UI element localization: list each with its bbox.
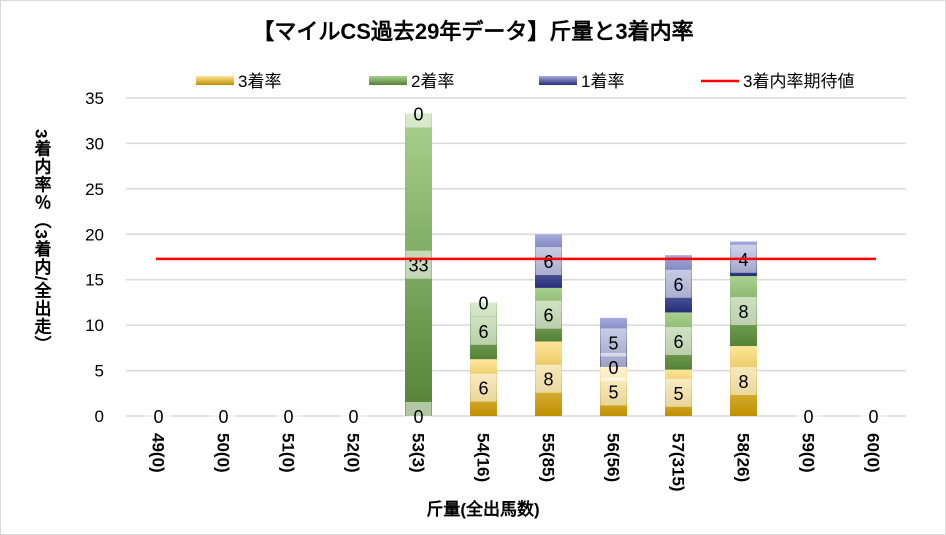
- data-label-box: [405, 99, 432, 128]
- data-label-box: [275, 402, 302, 430]
- x-tick-label: 52(0): [344, 433, 363, 473]
- data-label-3着率: 8: [738, 372, 748, 392]
- y-tick-label: 10: [85, 316, 104, 335]
- y-axis-label: 3着内率％（3着内/全出走）: [32, 129, 53, 354]
- x-tick-label: 55(85): [539, 433, 558, 482]
- data-label-box: [535, 300, 562, 329]
- data-label-3着率: 5: [673, 384, 683, 404]
- data-label-box: [405, 402, 432, 430]
- data-label-box: [665, 378, 692, 407]
- x-tick-label: 60(0): [864, 433, 883, 473]
- data-label-box: [470, 373, 497, 402]
- x-axis-label: 斤量(全出馬数): [426, 499, 539, 519]
- data-label-1着率: 0: [413, 104, 423, 124]
- legend-swatch: [369, 76, 407, 85]
- y-tick-label: 25: [85, 180, 104, 199]
- data-label-box: [795, 402, 822, 430]
- data-label-box: [470, 288, 497, 317]
- x-tick-label: 50(0): [214, 433, 233, 473]
- legend-label: 3着内率期待値: [743, 72, 854, 91]
- data-label-box: [665, 327, 692, 356]
- data-label-box: [340, 402, 367, 430]
- data-label-3着率: 6: [478, 379, 488, 399]
- data-label-box: [665, 269, 692, 298]
- data-label-box: [145, 402, 172, 430]
- data-label-2着率: 6: [673, 332, 683, 352]
- legend-label: 3着率: [238, 72, 281, 91]
- data-label-box: [470, 316, 497, 345]
- data-label-1着率: 6: [673, 275, 683, 295]
- y-tick-label: 20: [85, 225, 104, 244]
- data-label-3着率: 0: [283, 407, 293, 427]
- y-tick-label: 35: [85, 89, 104, 108]
- data-label-2着率: 33: [408, 256, 428, 276]
- data-label-box: [600, 328, 627, 357]
- legend-label: 2着率: [411, 72, 454, 91]
- data-label-box: [600, 352, 627, 381]
- x-tick-label: 57(315): [669, 433, 688, 492]
- y-tick-label: 15: [85, 271, 104, 290]
- data-label-box: [600, 377, 627, 406]
- data-label-3着率: 0: [868, 407, 878, 427]
- data-label-2着率: 6: [478, 322, 488, 342]
- x-tick-label: 59(0): [799, 433, 818, 473]
- x-tick-label: 58(26): [734, 433, 753, 482]
- legend-swatch: [539, 76, 577, 85]
- data-label-2着率: 0: [608, 358, 618, 378]
- data-label-3着率: 0: [218, 407, 228, 427]
- data-label-2着率: 6: [543, 306, 553, 326]
- data-label-3着率: 8: [543, 370, 553, 390]
- legend-swatch: [196, 76, 234, 85]
- chart-title: 【マイルCS過去29年データ】斤量と3着内率: [252, 19, 693, 44]
- data-label-box: [535, 247, 562, 276]
- y-tick-label: 5: [95, 362, 104, 381]
- data-label-3着率: 0: [803, 407, 813, 427]
- x-tick-label: 56(56): [604, 433, 623, 482]
- x-tick-label: 49(0): [149, 433, 168, 473]
- y-tick-label: 0: [95, 407, 104, 426]
- data-label-3着率: 0: [153, 407, 163, 427]
- data-label-box: [535, 364, 562, 393]
- data-label-box: [730, 367, 757, 396]
- x-tick-label: 51(0): [279, 433, 298, 473]
- legend-label: 1着率: [581, 72, 624, 91]
- data-label-1着率: 0: [478, 293, 488, 313]
- data-label-box: [730, 297, 757, 326]
- data-label-1着率: 6: [543, 252, 553, 272]
- data-label-box: [210, 402, 237, 430]
- x-tick-label: 54(16): [474, 433, 493, 482]
- data-label-3着率: 5: [608, 382, 618, 402]
- data-label-3着率: 0: [348, 407, 358, 427]
- y-tick-label: 30: [85, 134, 104, 153]
- x-tick-label: 53(3): [409, 433, 428, 473]
- data-label-3着率: 0: [413, 407, 423, 427]
- data-label-box: [405, 250, 432, 279]
- data-label-2着率: 8: [738, 302, 748, 322]
- data-label-1着率: 5: [608, 333, 618, 353]
- data-label-box: [860, 402, 887, 430]
